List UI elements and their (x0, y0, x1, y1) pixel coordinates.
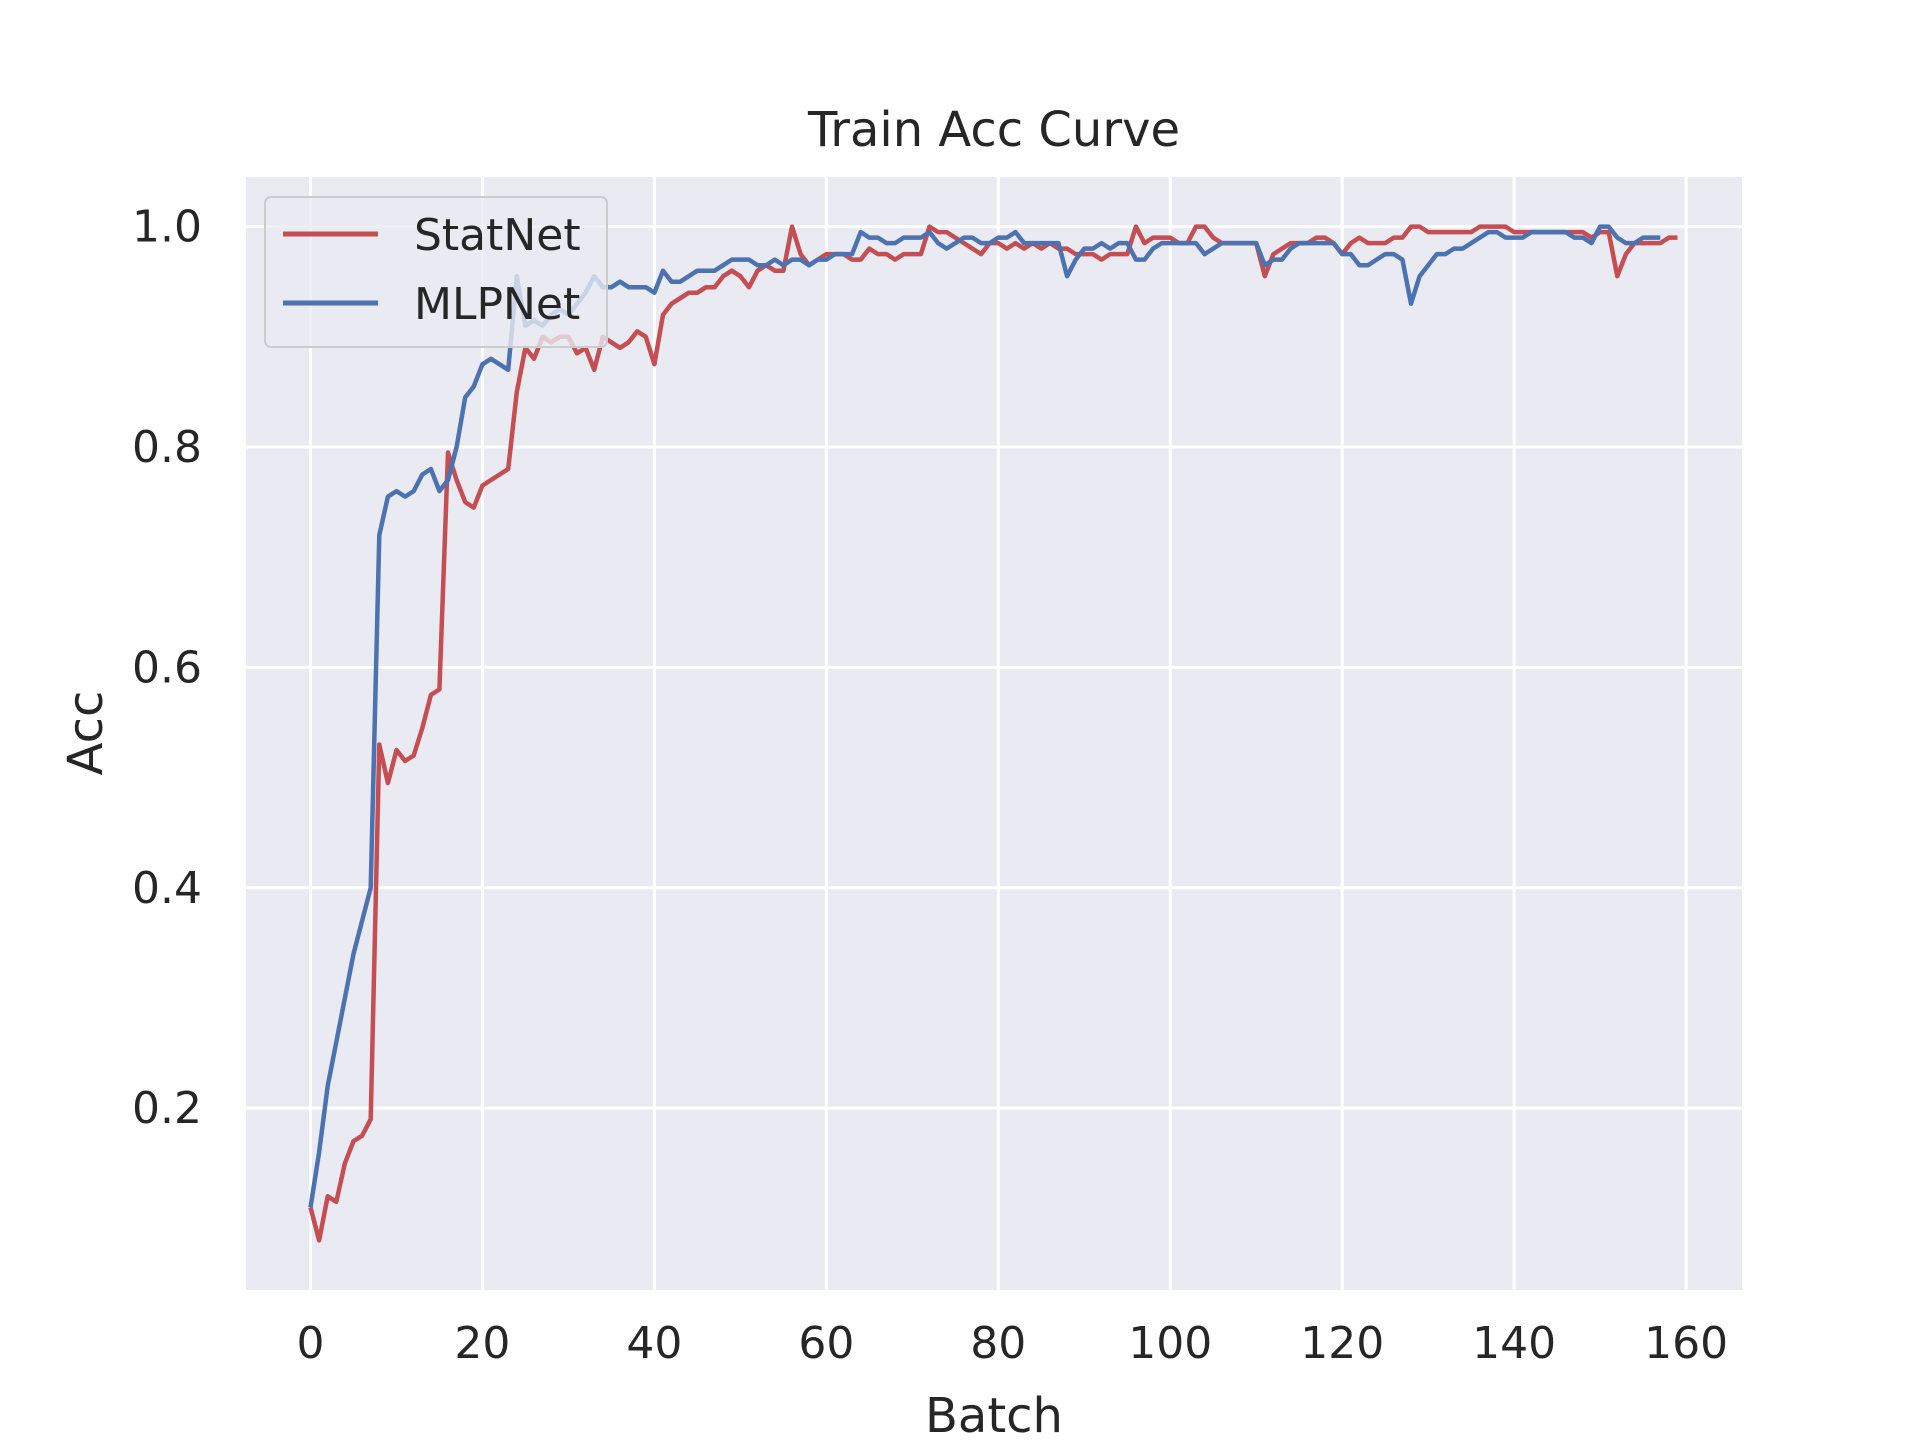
legend-label-statnet: StatNet (414, 210, 581, 261)
y-tick-labels: 0.2 0.4 0.6 0.8 1.0 (132, 202, 202, 1135)
x-tick-label: 0 (296, 1318, 324, 1369)
legend-label-mlpnet: MLPNet (414, 279, 580, 330)
x-axis-label: Batch (925, 1388, 1063, 1440)
x-tick-label: 100 (1128, 1318, 1212, 1369)
x-tick-label: 40 (626, 1318, 682, 1369)
y-tick-label: 1.0 (132, 202, 202, 253)
x-tick-label: 60 (798, 1318, 854, 1369)
x-tick-label: 120 (1300, 1318, 1384, 1369)
x-tick-label: 80 (970, 1318, 1026, 1369)
x-tick-labels: 0 20 40 60 80 100 120 140 160 (296, 1318, 1728, 1369)
y-tick-label: 0.6 (132, 642, 202, 693)
y-tick-label: 0.2 (132, 1083, 202, 1134)
x-tick-label: 20 (454, 1318, 510, 1369)
x-tick-label: 140 (1472, 1318, 1556, 1369)
y-tick-label: 0.8 (132, 422, 202, 473)
y-tick-label: 0.4 (132, 863, 202, 914)
chart-title: Train Acc Curve (807, 102, 1180, 158)
legend: StatNet MLPNet (264, 196, 608, 348)
y-axis-label: Acc (58, 691, 114, 776)
x-tick-label: 160 (1644, 1318, 1728, 1369)
